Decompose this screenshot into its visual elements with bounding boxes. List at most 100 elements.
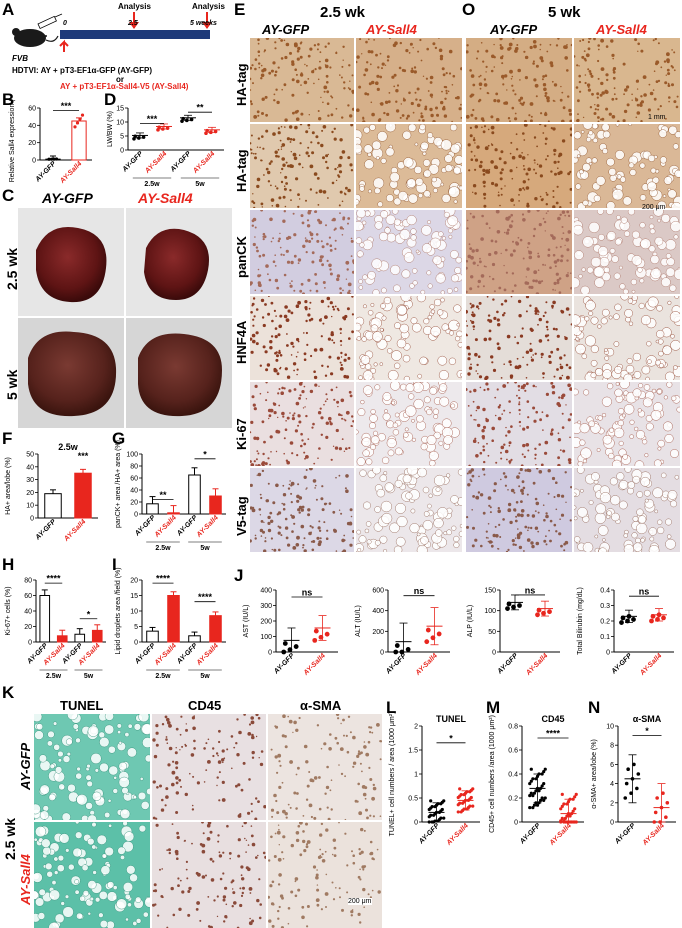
ihc-tile [356,38,462,122]
y-axis-label: ALP (IU/L) [467,605,474,638]
panel-letter-o: O [462,0,476,19]
y-tick-label: 400 [372,608,384,615]
data-point [436,631,442,637]
chart-j-ast: 0 100 200 300 400 AST (IU/L) AY-GFP AY-Sall4 ns [243,587,338,677]
group-label: 2.5w [46,673,62,680]
liver-photo-grid [18,208,232,428]
y-tick-label: 0 [414,820,418,827]
panel-letter-h: H [2,555,15,574]
y-tick-label: 5 [134,624,138,631]
chart-j-bilirubin: 0 0.1 0.2 0.3 0.4 Total Bilirubin (mg/dL) AY-G… [577,587,674,677]
y-tick-label: 80 [24,578,32,585]
significance-label: **** [156,574,171,584]
chart-title: α-SMA [633,714,662,724]
data-point [636,772,641,776]
data-point [655,796,659,800]
data-point [80,113,85,117]
y-tick-label: 0.1 [600,634,610,641]
panel-letter-c: C [2,186,15,205]
c-col-gfp: AY-GFP [42,190,93,206]
ihc-tile [250,38,354,122]
data-point [635,786,639,791]
scale-1mm: 1 mm [648,114,666,121]
significance-label: ns [414,586,425,596]
bar [146,630,159,643]
y-tick-label: 60 [24,593,32,600]
data-point [432,813,436,817]
k-col-tunel: TUNEL [60,698,104,713]
group-label: 5w [84,673,94,680]
data-point [293,644,299,649]
analysis-arrow-1 [129,22,139,29]
data-point [626,767,630,771]
x-category-label: AY-Sall4 [143,150,168,175]
data-point [534,777,538,781]
panel-letter-f: F [2,429,13,448]
significance-label: *** [61,101,72,111]
data-point [458,787,462,791]
significance-label: ns [639,587,650,597]
liver-sall4-2-5wk [144,228,209,300]
y-tick-label: 100 [126,452,138,459]
y-tick-label: 1.5 [408,748,418,755]
analysis-label-2: Analysis [192,2,225,11]
y-tick-label: 200 [260,619,272,626]
syringe-icon [37,13,63,30]
bar [188,635,201,643]
bar [74,472,92,519]
k-col-cd45: CD45 [188,698,222,713]
ihc-tile [250,382,354,466]
y-tick-label: 50 [488,629,496,636]
group-label: 5w [200,673,210,680]
ihc-tile [574,124,680,208]
significance-label: *** [147,114,158,124]
k-row-2-5wk: 2.5 wk [2,817,18,860]
data-point [531,806,535,810]
x-category-label: AY-Sall4 [195,514,220,539]
data-point [559,807,563,811]
group-label: 2.5w [155,545,171,550]
data-point [542,782,546,786]
significance-label: ns [302,587,313,597]
y-tick-label: 0 [268,650,272,657]
panel-letter-b: B [2,90,15,109]
data-point [505,606,510,611]
chart-b: 0 20 40 60 Relative Sall4 expression (fold) A… [9,100,92,185]
data-point [574,792,578,796]
y-axis-label: panCK+ area /HA+ area (%) [115,440,122,528]
data-point [624,781,629,786]
y-tick-label: 0 [514,820,518,827]
y-tick-label: 60 [130,476,138,483]
data-point [532,803,536,807]
ihc-tile [356,210,462,294]
x-category-label: AY-Sall4 [641,822,666,847]
x-category-label: AY-Sall4 [414,652,439,677]
data-point [427,820,431,824]
timepoint-5: 5 weeks [190,20,217,27]
data-point [529,767,533,771]
chart-title: TUNEL [436,714,466,724]
data-point [571,809,575,813]
ihc-row-label: Ki-67 [234,418,249,450]
group-label: 2.5w [144,181,160,188]
y-tick-label: 2 [414,724,418,731]
data-point [540,784,544,788]
ihc-row-label: HA-tag [234,149,249,192]
significance-label: ns [525,585,536,595]
y-tick-label: 10 [26,503,34,510]
data-point [653,810,658,815]
data-point [632,762,636,767]
y-tick-label: 5 [120,134,124,141]
data-point [560,804,564,808]
bar [188,474,201,515]
y-tick-label: 8 [610,743,614,750]
group-label: 5w [200,545,210,550]
data-point [652,820,657,824]
y-tick-label: 4 [610,781,614,788]
significance-label: * [203,449,207,459]
ihc-row-label: panCK [234,236,249,278]
y-tick-label: 0.6 [508,748,518,755]
data-point [430,820,434,824]
x-category-label: AY-GFP [417,822,441,846]
